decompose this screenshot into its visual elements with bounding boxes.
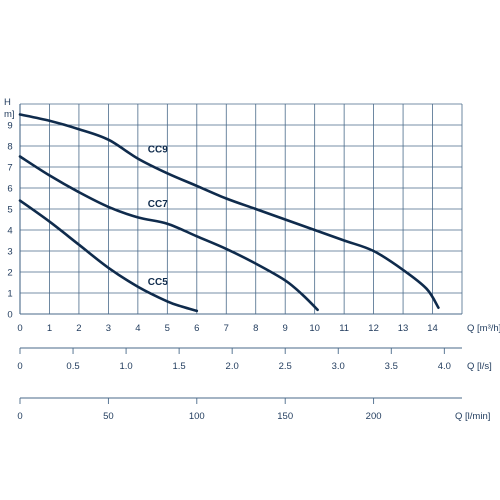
secondary-axis-tick-label: 1.5 xyxy=(173,361,186,372)
x-tick-label: 1 xyxy=(47,323,52,334)
secondary-axis-tick-label: 3.5 xyxy=(385,361,398,372)
x-tick-label: 8 xyxy=(253,323,258,334)
series-label-cc7: CC7 xyxy=(148,199,168,210)
secondary-axis-tick-label: 0.5 xyxy=(66,361,79,372)
y-tick-label: 1 xyxy=(7,289,12,300)
secondary-axis-tick-label: 2.5 xyxy=(279,361,292,372)
series-label-cc5: CC5 xyxy=(148,277,168,288)
curve-cc5 xyxy=(18,199,199,313)
y-axis-unit: m] xyxy=(4,109,15,120)
x-tick-label: 14 xyxy=(427,323,438,334)
secondary-axis-tick-label: 0 xyxy=(17,411,22,422)
secondary-axis-tick-label: 3.0 xyxy=(332,361,345,372)
x-tick-label: 12 xyxy=(368,323,379,334)
y-axis-label: H xyxy=(4,97,11,108)
secondary-axis-label: Q [l/min] xyxy=(455,411,490,422)
x-tick-label: 2 xyxy=(76,323,81,334)
x-tick-label: 9 xyxy=(283,323,288,334)
x-tick-label: 11 xyxy=(339,323,349,334)
y-tick-label: 3 xyxy=(7,247,12,258)
y-tick-label: 7 xyxy=(7,163,12,174)
secondary-axis-tick-label: 4.0 xyxy=(438,361,451,372)
series-label-cc9: CC9 xyxy=(148,145,168,156)
curve-cc9 xyxy=(18,113,440,309)
secondary-axis-tick-label: 200 xyxy=(366,411,382,422)
x-tick-label: 13 xyxy=(398,323,409,334)
curve-cc7 xyxy=(18,155,319,312)
x-tick-label: 3 xyxy=(106,323,111,334)
secondary-axis-tick-label: 1.0 xyxy=(119,361,132,372)
secondary-axis-tick-label: 2.0 xyxy=(226,361,239,372)
y-tick-label: 4 xyxy=(7,226,12,237)
y-tick-label: 5 xyxy=(7,205,12,216)
y-tick-label: 8 xyxy=(7,142,12,153)
grid xyxy=(19,103,463,404)
x-tick-label: 4 xyxy=(135,323,140,334)
x-tick-label: 7 xyxy=(224,323,229,334)
y-tick-label: 6 xyxy=(7,184,12,195)
curves xyxy=(18,113,440,313)
secondary-axis-tick-label: 0 xyxy=(17,361,22,372)
y-tick-label: 2 xyxy=(7,268,12,279)
x-tick-label: 10 xyxy=(309,323,320,334)
x-tick-label: 0 xyxy=(17,323,22,334)
x-axis-label: Q [m³/h] xyxy=(467,323,500,334)
y-tick-label: 0 xyxy=(7,310,12,321)
y-tick-label: 9 xyxy=(7,121,12,132)
secondary-axis-tick-label: 100 xyxy=(189,411,205,422)
secondary-axis-label: Q [l/s] xyxy=(467,361,492,372)
x-tick-label: 5 xyxy=(165,323,170,334)
secondary-axis-tick-label: 150 xyxy=(277,411,293,422)
x-tick-label: 6 xyxy=(194,323,199,334)
secondary-axis-tick-label: 50 xyxy=(103,411,114,422)
